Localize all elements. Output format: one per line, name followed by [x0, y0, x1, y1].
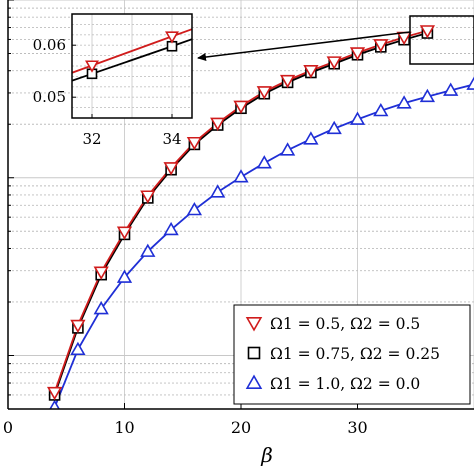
inset-frame: [71, 13, 193, 119]
data-point: [164, 31, 180, 44]
data-point: [303, 131, 319, 145]
data-point: [245, 374, 263, 389]
inset-ticks: 32 34 0.05 0.06: [33, 36, 182, 148]
zoom-region-box: [409, 15, 474, 65]
data-point: [140, 190, 156, 204]
data-point: [247, 346, 261, 360]
data-point: [373, 39, 389, 53]
data-point: [466, 76, 474, 90]
data-point: [210, 184, 226, 198]
data-point: [419, 25, 436, 39]
data-point: [233, 100, 249, 114]
data-point: [140, 243, 156, 257]
data-point: [93, 266, 109, 280]
legend-box: [233, 304, 471, 405]
inset-x-tick-label: 34: [162, 130, 181, 148]
series-group: [46, 25, 474, 409]
data-point: [326, 56, 342, 70]
data-point: [93, 300, 109, 315]
data-point: [163, 221, 179, 236]
legend: Ω1 = 0.5, Ω2 = 0.5 Ω1 = 0.75, Ω2 = 0.25 Ω1…: [233, 304, 471, 405]
data-point: [245, 317, 263, 332]
data-point: [116, 269, 133, 283]
data-point: [233, 169, 249, 183]
inset-y-tick-label: 0.06: [33, 36, 66, 54]
zoom-arrow: [197, 31, 411, 61]
inset-grid: [72, 14, 192, 118]
x-tick-label: 0: [3, 418, 13, 437]
data-point: [373, 102, 389, 117]
inset-series-group: [72, 28, 192, 82]
x-tick-label: 10: [114, 418, 134, 437]
data-point: [70, 341, 86, 356]
legend-label: Ω1 = 0.75, Ω2 = 0.25: [270, 345, 440, 363]
inset-y-tick-label: 0.05: [33, 88, 66, 106]
data-point: [46, 386, 63, 401]
inset-x-tick-label: 32: [82, 130, 101, 148]
data-point: [186, 136, 203, 151]
data-point: [210, 117, 226, 131]
data-point: [419, 88, 436, 103]
x-tick-label: 30: [347, 418, 367, 437]
data-point: [279, 142, 296, 156]
data-point: [396, 95, 412, 109]
data-point: [349, 111, 366, 125]
data-point: [116, 226, 133, 240]
data-point: [349, 47, 366, 61]
data-point: [443, 82, 459, 96]
data-point: [303, 65, 319, 79]
x-axis-label: β: [260, 443, 273, 467]
data-point: [163, 162, 179, 176]
data-point: [49, 399, 60, 409]
grid: [8, 0, 474, 409]
data-point: [70, 319, 86, 334]
data-point: [84, 60, 100, 73]
data-point: [256, 155, 272, 169]
data-point: [186, 201, 203, 216]
data-point: [326, 120, 342, 135]
inset-plot: 32 34 0.05 0.06: [33, 13, 193, 148]
x-tick-label: 20: [231, 418, 251, 437]
legend-label: Ω1 = 1.0, Ω2 = 0.0: [270, 375, 420, 393]
data-point: [256, 86, 272, 100]
data-point: [279, 74, 296, 89]
x-ticks: 0 10 20 30: [3, 403, 368, 437]
legend-label: Ω1 = 0.5, Ω2 = 0.5: [270, 315, 420, 333]
